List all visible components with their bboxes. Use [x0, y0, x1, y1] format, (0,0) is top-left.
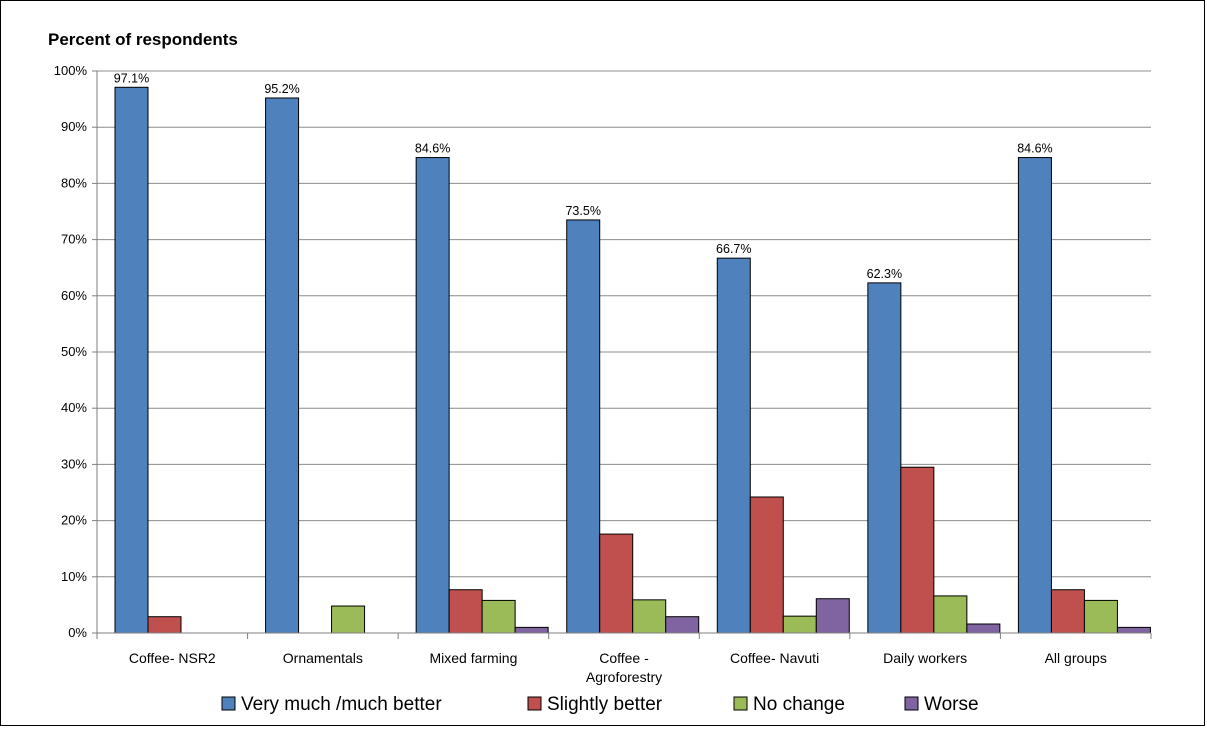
y-tick-label: 80% — [61, 175, 87, 190]
chart-title: Percent of respondents — [48, 30, 238, 49]
x-tick-label: Daily workers — [883, 650, 967, 666]
bar — [632, 599, 667, 634]
y-tick-label: 50% — [61, 344, 87, 359]
bar — [448, 589, 483, 634]
x-tick-label: Coffee- Navuti — [730, 650, 819, 666]
data-label: 97.1% — [114, 71, 149, 85]
data-label: 62.3% — [867, 267, 902, 281]
y-tick-label: 60% — [61, 288, 87, 303]
y-tick-label: 70% — [61, 232, 87, 247]
legend-swatch — [733, 696, 748, 711]
legend-label: No change — [753, 694, 845, 715]
bar — [665, 616, 700, 634]
bar — [1017, 157, 1052, 634]
bar — [481, 599, 516, 634]
data-label: 84.6% — [1017, 142, 1052, 156]
x-tick-label: Coffee- NSR2 — [129, 650, 216, 666]
y-tick-label: 100% — [54, 63, 88, 78]
bar — [900, 466, 935, 634]
bar — [1050, 589, 1085, 634]
bar — [147, 616, 182, 634]
data-label: 95.2% — [264, 82, 299, 96]
bar — [716, 257, 751, 634]
bar — [114, 86, 149, 634]
legend-swatch — [527, 696, 542, 711]
x-tick-label: Coffee -Agroforestry — [586, 650, 662, 685]
legend-label: Worse — [924, 694, 979, 715]
y-tick-label: 40% — [61, 400, 87, 415]
data-label: 66.7% — [716, 242, 751, 256]
bar — [867, 282, 902, 634]
legend: Very much /much better Slightly better No … — [221, 694, 979, 715]
bar — [815, 598, 850, 634]
legend-label: Very much /much better — [241, 694, 442, 715]
legend-swatch — [904, 696, 919, 711]
y-tick-label: 10% — [61, 569, 87, 584]
bar — [1116, 626, 1151, 634]
bars: 97.1% 95.2% 84.6% 73.5% 66.7% 62.3% 84.6% — [114, 71, 1151, 634]
bar — [265, 97, 300, 634]
legend-label: Slightly better — [547, 694, 663, 715]
bar — [1083, 599, 1118, 634]
y-tick-label: 20% — [61, 513, 87, 528]
bar — [966, 623, 1001, 634]
x-axis: Coffee- NSR2 Ornamentals Mixed farming Coff… — [96, 632, 1152, 685]
x-tick-label: All groups — [1045, 650, 1107, 666]
y-tick-label: 90% — [61, 119, 87, 134]
x-tick-label: Ornamentals — [283, 650, 363, 666]
x-tick-label: Mixed farming — [429, 650, 517, 666]
bar — [415, 157, 450, 634]
legend-swatch — [221, 696, 236, 711]
bar — [749, 496, 784, 634]
bar — [566, 219, 601, 634]
bar — [599, 533, 634, 634]
y-axis: 0% 10% 20% 30% 40% 50% 60% 70% 80% 90% 100% — [54, 63, 98, 640]
data-label: 84.6% — [415, 142, 450, 156]
y-tick-label: 0% — [68, 625, 87, 640]
bar — [514, 626, 549, 634]
bar — [331, 605, 366, 634]
bar — [782, 615, 817, 634]
data-label: 73.5% — [565, 204, 600, 218]
bar — [933, 595, 968, 634]
y-tick-label: 30% — [61, 456, 87, 471]
